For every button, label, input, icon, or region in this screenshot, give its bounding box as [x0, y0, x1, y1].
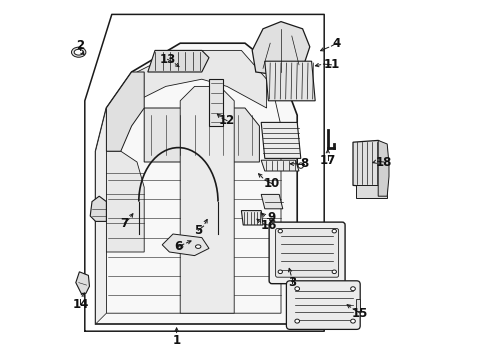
Text: 5: 5 — [194, 224, 202, 237]
Text: 4: 4 — [333, 37, 341, 50]
Polygon shape — [353, 140, 387, 187]
Ellipse shape — [278, 229, 282, 233]
Polygon shape — [265, 61, 315, 101]
Polygon shape — [90, 196, 106, 221]
Polygon shape — [106, 72, 144, 151]
Text: 17: 17 — [319, 154, 336, 167]
Ellipse shape — [351, 319, 355, 323]
FancyBboxPatch shape — [269, 222, 345, 284]
Text: 1: 1 — [172, 334, 181, 347]
Text: 6: 6 — [174, 240, 183, 253]
Polygon shape — [252, 22, 310, 76]
Polygon shape — [356, 185, 387, 198]
Polygon shape — [180, 86, 234, 313]
Text: 13: 13 — [159, 53, 176, 66]
Polygon shape — [76, 272, 90, 293]
Text: 7: 7 — [121, 217, 128, 230]
Polygon shape — [144, 108, 259, 162]
FancyBboxPatch shape — [275, 229, 339, 277]
Text: 8: 8 — [300, 157, 309, 170]
Ellipse shape — [177, 245, 183, 248]
Polygon shape — [96, 43, 297, 324]
Ellipse shape — [196, 245, 201, 248]
Polygon shape — [96, 108, 106, 324]
Polygon shape — [261, 194, 283, 209]
Polygon shape — [130, 50, 267, 108]
Polygon shape — [106, 151, 144, 252]
Text: 12: 12 — [219, 114, 235, 127]
Text: 15: 15 — [352, 307, 368, 320]
Polygon shape — [162, 234, 209, 256]
Text: 2: 2 — [76, 39, 85, 51]
Polygon shape — [261, 160, 299, 171]
Text: 10: 10 — [264, 177, 280, 190]
Text: 3: 3 — [288, 276, 296, 289]
Ellipse shape — [298, 163, 303, 168]
Text: 14: 14 — [73, 298, 89, 311]
Text: 18: 18 — [375, 156, 392, 168]
Ellipse shape — [74, 49, 83, 55]
Ellipse shape — [72, 47, 86, 57]
Ellipse shape — [295, 319, 299, 323]
Ellipse shape — [295, 287, 299, 291]
Ellipse shape — [351, 287, 355, 291]
Text: 9: 9 — [268, 211, 276, 224]
Text: 16: 16 — [260, 219, 276, 231]
Polygon shape — [261, 122, 301, 158]
FancyBboxPatch shape — [286, 281, 360, 329]
Polygon shape — [209, 79, 223, 126]
Polygon shape — [356, 299, 360, 311]
Text: 11: 11 — [323, 58, 340, 71]
Ellipse shape — [278, 270, 282, 274]
Polygon shape — [378, 140, 389, 196]
Polygon shape — [242, 211, 263, 225]
Ellipse shape — [332, 270, 337, 274]
Ellipse shape — [332, 229, 337, 233]
Polygon shape — [148, 50, 209, 72]
